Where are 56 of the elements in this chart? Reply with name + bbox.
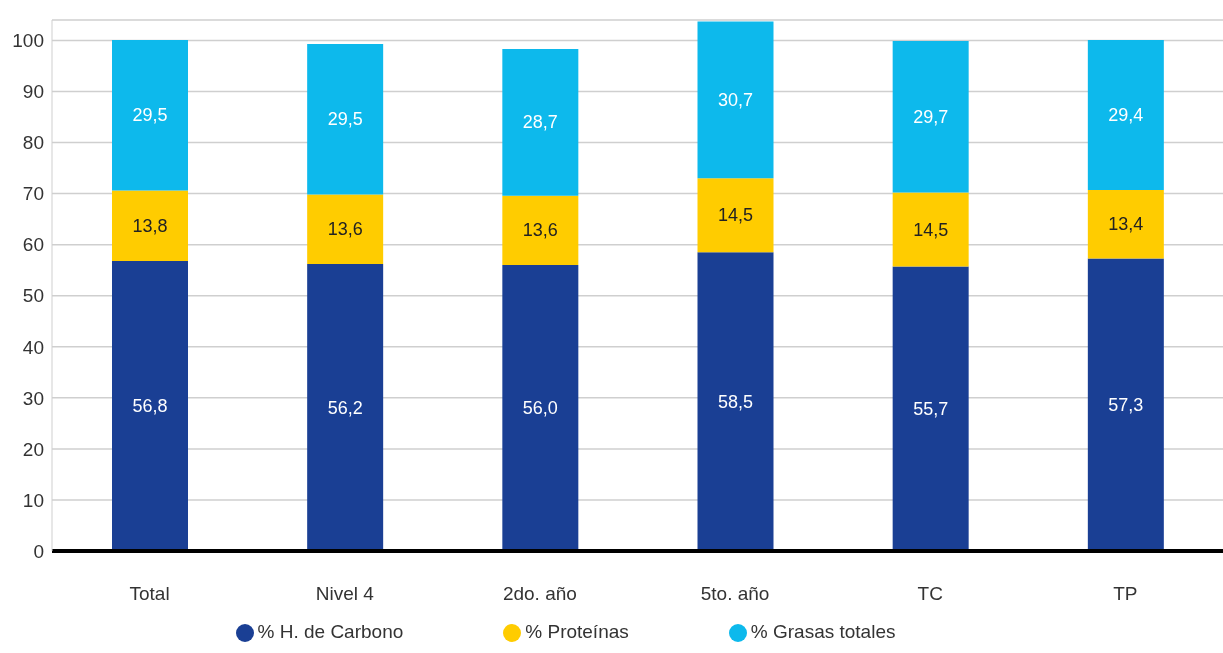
bar (112, 260, 188, 551)
y-tick-label: 30 (22, 387, 44, 409)
bar (892, 40, 969, 193)
bar (697, 178, 774, 253)
data-label: 13,4 (1108, 214, 1144, 235)
x-tick-label: 5to. año (700, 583, 770, 605)
data-label: 13,6 (522, 220, 558, 241)
legend-label: % Grasas totales (750, 621, 896, 642)
data-label: 30,7 (717, 89, 754, 110)
bar (1087, 258, 1164, 551)
data-label: 55,7 (913, 398, 949, 419)
bar (307, 194, 384, 265)
x-tick-label: Nivel 4 (315, 583, 375, 605)
legend-label: % H. de Carbono (257, 621, 404, 642)
y-tick-label: 40 (22, 336, 44, 358)
bar (502, 195, 579, 266)
bar (1087, 39, 1164, 191)
y-tick-label: 70 (22, 183, 44, 205)
bar (697, 252, 774, 551)
bar (307, 44, 384, 195)
data-label: 13,6 (327, 219, 363, 240)
data-label: 29,5 (132, 105, 168, 126)
x-tick-label: Total (129, 583, 170, 605)
y-tick-label: 10 (22, 489, 44, 511)
data-label: 13,8 (132, 215, 168, 236)
data-label: 29,7 (913, 106, 949, 127)
x-tick-label: TP (1113, 583, 1138, 605)
data-label: 14,5 (913, 219, 949, 240)
data-label: 29,4 (1108, 104, 1144, 125)
bar (502, 265, 579, 551)
data-label: 57,3 (1108, 394, 1144, 415)
data-label: 56,2 (327, 397, 363, 418)
bar (892, 192, 969, 267)
y-tick-label: 60 (22, 234, 44, 256)
bar (112, 39, 188, 191)
data-label: 28,7 (522, 112, 558, 133)
bar (307, 264, 384, 551)
x-tick-label: TC (917, 583, 943, 605)
data-label: 56,8 (132, 396, 168, 416)
bar (697, 21, 774, 179)
y-tick-label: 0 (33, 540, 44, 562)
bar (112, 190, 188, 261)
bar (502, 49, 579, 196)
legend-label: % Proteínas (525, 621, 629, 642)
data-label: 14,5 (717, 205, 754, 226)
x-tick-label: 2do. año (502, 583, 577, 605)
y-tick-label: 50 (22, 285, 44, 307)
y-tick-label: 90 (22, 81, 44, 103)
data-label: 29,5 (327, 109, 363, 130)
data-label: 58,5 (717, 391, 754, 412)
bar (1087, 190, 1164, 259)
y-tick-label: 80 (22, 132, 44, 154)
bar (892, 266, 969, 551)
y-tick-label: 100 (12, 30, 44, 52)
y-tick-label: 20 (22, 438, 44, 460)
data-label: 56,0 (522, 398, 558, 419)
